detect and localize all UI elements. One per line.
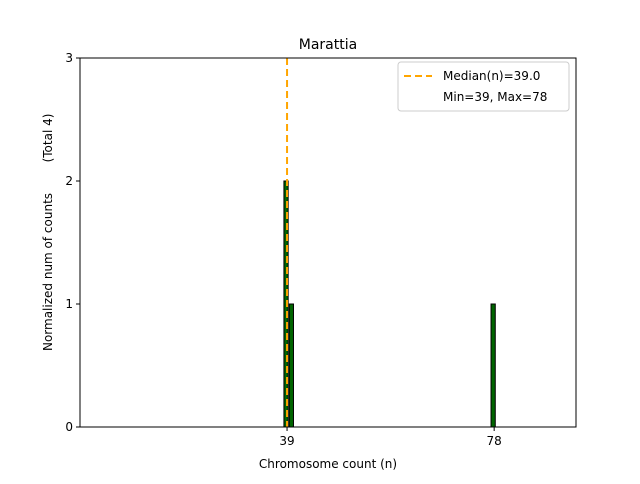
y-tick-label: 0 — [65, 420, 73, 434]
y-axis-total-note: (Total 4) — [41, 114, 55, 163]
x-axis-label: Chromosome count (n) — [259, 457, 397, 471]
y-tick-label: 3 — [65, 51, 73, 65]
x-tick-label: 78 — [487, 434, 502, 448]
bar-78 — [490, 303, 496, 428]
legend: Median(n)=39.0 Min=39, Max=78 — [397, 61, 570, 112]
plot-frame — [79, 57, 577, 428]
y-axis-label: Normalized num of counts — [41, 193, 55, 351]
bar-40 — [288, 303, 294, 428]
legend-entry-median: Median(n)=39.0 — [443, 69, 540, 83]
x-tick-label: 39 — [279, 434, 294, 448]
y-tick-label: 2 — [65, 174, 73, 188]
legend-box — [397, 61, 570, 112]
legend-entry-minmax: Min=39, Max=78 — [443, 90, 547, 104]
y-tick-label: 1 — [65, 297, 73, 311]
chart-title: Marattia — [299, 37, 357, 53]
